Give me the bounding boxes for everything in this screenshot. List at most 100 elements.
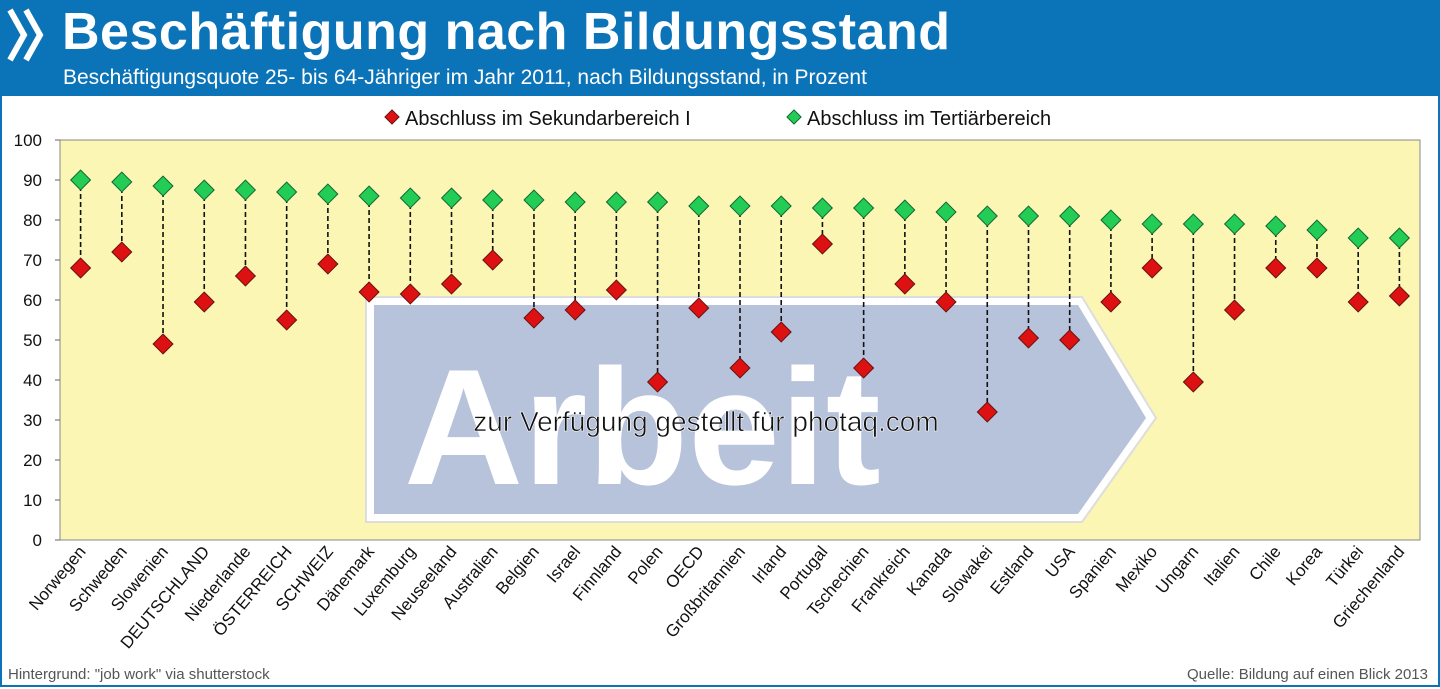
watermark-overlay-text: zur Verfügung gestellt für photaq.com: [473, 406, 938, 437]
data-point-secondary: [1265, 257, 1287, 279]
legend-marker-tertiary: [786, 109, 802, 125]
data-point-tertiary: [276, 181, 298, 203]
x-tick-label: Ungarn: [1152, 542, 1202, 597]
data-point-tertiary: [1100, 209, 1122, 231]
chart-marks: [69, 169, 1411, 423]
y-tick-label: 100: [14, 131, 42, 150]
data-point-secondary: [1182, 371, 1204, 393]
data-point-tertiary: [152, 175, 174, 197]
data-point-tertiary: [482, 189, 504, 211]
data-point-tertiary: [729, 195, 751, 217]
x-tick-label: Chile: [1245, 542, 1284, 584]
data-point-tertiary: [358, 185, 380, 207]
data-point-tertiary: [646, 191, 669, 213]
page-subtitle: Beschäftigungsquote 25- bis 64-Jähriger …: [63, 66, 867, 89]
source-credit: Quelle: Bildung auf einen Blick 2013: [1187, 666, 1428, 683]
data-point-tertiary: [111, 171, 133, 193]
data-point-secondary: [770, 321, 792, 343]
y-axis: 0 10 20 30 40 50 60 70 80 90 100: [14, 131, 60, 550]
y-tick-label: 50: [23, 331, 42, 350]
y-tick-label: 10: [23, 491, 42, 510]
data-point-tertiary: [440, 187, 463, 209]
data-point-tertiary: [688, 195, 710, 217]
data-point-secondary: [111, 241, 133, 263]
legend-marker-secondary: [384, 109, 400, 125]
data-point-secondary: [688, 297, 710, 319]
header-bar: Beschäftigung nach Bildungsstand Beschäf…: [0, 0, 1440, 96]
watermark: Arbeit zur Verfügung gestellt für photaq…: [365, 296, 1158, 523]
data-point-tertiary: [935, 201, 957, 223]
chart: Abschluss im Sekundarbereich I Abschluss…: [14, 108, 1421, 652]
y-tick-label: 80: [23, 211, 42, 230]
data-point-secondary: [853, 357, 875, 379]
data-point-secondary: [358, 281, 380, 303]
data-point-secondary: [1223, 299, 1246, 321]
data-point-secondary: [564, 299, 586, 321]
data-point-secondary: [1388, 285, 1411, 307]
data-point-tertiary: [193, 179, 215, 201]
data-point-tertiary: [1347, 227, 1369, 249]
data-point-secondary: [976, 401, 998, 423]
data-point-tertiary: [894, 199, 916, 221]
data-point-secondary: [1347, 291, 1369, 313]
x-axis: NorwegenSchwedenSlowenienDEUTSCHLANDNied…: [25, 542, 1408, 652]
data-point-secondary: [1141, 257, 1163, 279]
y-tick-label: 40: [23, 371, 42, 390]
data-point-tertiary: [1265, 215, 1287, 237]
data-point-secondary: [276, 309, 298, 331]
y-tick-label: 60: [23, 291, 42, 310]
data-point-secondary: [523, 307, 545, 329]
data-point-secondary: [234, 265, 257, 287]
data-point-tertiary: [770, 195, 792, 217]
data-point-secondary: [440, 273, 463, 295]
chart-legend: Abschluss im Sekundarbereich I Abschluss…: [384, 108, 1051, 130]
data-point-tertiary: [853, 197, 875, 219]
chevron-logo-icon: [7, 8, 44, 62]
data-point-tertiary: [1306, 219, 1328, 241]
page-title: Beschäftigung nach Bildungsstand: [62, 3, 951, 61]
arrow-sign-inner: [374, 305, 1146, 514]
data-point-secondary: [646, 371, 669, 393]
x-tick-label: Estland: [987, 542, 1038, 598]
x-tick-label: Polen: [624, 542, 667, 588]
background-credit: Hintergrund: "job work" via shutterstock: [8, 666, 270, 683]
y-tick-label: 0: [33, 531, 42, 550]
y-tick-label: 20: [23, 451, 42, 470]
data-point-secondary: [317, 253, 339, 275]
data-point-secondary: [729, 357, 751, 379]
x-tick-label: Belgien: [492, 542, 543, 598]
data-point-tertiary: [605, 191, 627, 213]
data-point-secondary: [1017, 327, 1040, 349]
data-point-tertiary: [399, 187, 421, 209]
y-tick-label: 30: [23, 411, 42, 430]
data-point-secondary: [482, 249, 504, 271]
data-point-tertiary: [1182, 213, 1204, 235]
data-point-secondary: [811, 233, 834, 255]
data-point-tertiary: [317, 183, 339, 205]
data-point-tertiary: [523, 189, 545, 211]
data-point-tertiary: [1017, 205, 1040, 227]
legend-label-tertiary: Abschluss im Tertiärbereich: [807, 108, 1051, 130]
data-point-tertiary: [811, 197, 834, 219]
x-tick-label: Israel: [543, 542, 584, 586]
sign-text: Arbeit: [404, 335, 881, 519]
x-tick-label: Italien: [1200, 542, 1244, 589]
data-point-secondary: [1306, 257, 1328, 279]
x-tick-label: USA: [1042, 542, 1079, 581]
y-tick-label: 90: [23, 171, 42, 190]
data-point-secondary: [1059, 329, 1081, 351]
data-point-tertiary: [1059, 205, 1081, 227]
data-point-secondary: [399, 283, 421, 305]
data-point-tertiary: [234, 179, 257, 201]
data-point-secondary: [605, 279, 627, 301]
data-point-tertiary: [564, 191, 586, 213]
data-point-tertiary: [976, 205, 998, 227]
data-point-tertiary: [1223, 213, 1246, 235]
data-point-secondary: [1100, 291, 1122, 313]
data-point-secondary: [152, 333, 174, 355]
data-point-secondary: [935, 291, 957, 313]
y-tick-label: 70: [23, 251, 42, 270]
data-point-tertiary: [69, 169, 92, 191]
legend-label-secondary: Abschluss im Sekundarbereich I: [405, 108, 691, 130]
data-point-secondary: [894, 273, 916, 295]
